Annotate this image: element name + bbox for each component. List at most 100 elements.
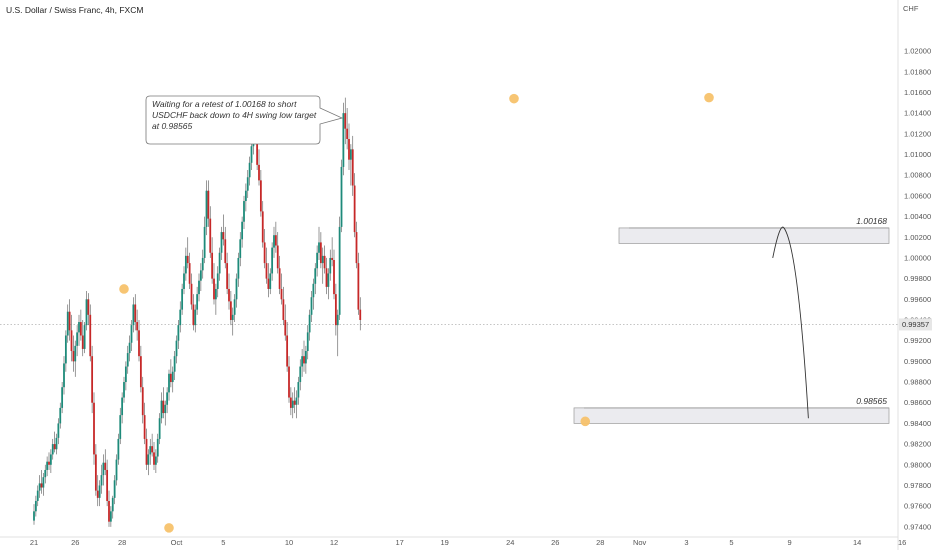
candle-bear: [91, 356, 94, 403]
candle-bull: [109, 511, 112, 522]
candle-bull: [63, 363, 65, 388]
candle-bear: [319, 242, 322, 264]
candle-bull: [33, 511, 35, 521]
candle-bull: [203, 226, 206, 258]
candle-bull: [59, 407, 62, 424]
candle-bull: [243, 201, 245, 222]
candle-bear: [265, 263, 268, 279]
candle-bull: [297, 382, 300, 398]
x-tick-label: 14: [853, 538, 861, 547]
candle-bull: [102, 462, 105, 476]
candle-bear: [286, 335, 289, 367]
x-tick-label: 5: [221, 538, 225, 547]
candle-bear: [258, 164, 260, 181]
candle-bull: [55, 437, 58, 450]
candle-bear: [143, 415, 146, 439]
candle-bull: [220, 232, 223, 253]
candle-bear: [211, 252, 214, 279]
candle-bear: [186, 255, 189, 264]
candle-bull: [273, 235, 275, 248]
candle-bull: [291, 400, 294, 408]
candle-bear: [263, 242, 266, 264]
y-tick-label: 1.01200: [904, 129, 931, 138]
zone-target: [573, 407, 890, 424]
candle-bull: [349, 149, 352, 160]
candle-bear: [228, 288, 230, 302]
candle-bear: [259, 180, 262, 212]
candle-bear: [81, 335, 84, 349]
y-tick-label: 0.99800: [904, 274, 931, 283]
last-price-box: [899, 318, 932, 331]
candle-bull: [57, 423, 60, 438]
candle-bear: [359, 309, 362, 320]
candle-bear: [267, 278, 270, 289]
x-tick-label: 28: [118, 538, 126, 547]
candle-bull: [64, 335, 67, 364]
candle-bull: [198, 280, 200, 295]
candle-bull: [312, 283, 315, 298]
annotation-line: Waiting for a retest of 1.00168 to short: [152, 99, 297, 109]
y-tick-label: 1.01400: [904, 109, 931, 118]
chart-title: U.S. Dollar / Swiss Franc, 4h, FXCM: [6, 5, 143, 15]
x-tick-label: 28: [596, 538, 604, 547]
x-tick-label: 17: [395, 538, 403, 547]
candle-bull: [321, 255, 324, 264]
candle-bull: [299, 366, 302, 383]
projection-curve: [772, 226, 809, 419]
candle-bear: [274, 235, 277, 246]
candle-bear: [104, 462, 107, 470]
candle-bear: [145, 438, 148, 465]
candle-bull: [329, 257, 332, 274]
y-tick-label: 0.99600: [904, 295, 931, 304]
x-tick-label: 19: [440, 538, 448, 547]
candle-bull: [78, 322, 80, 333]
candle-bear: [284, 319, 287, 336]
candle-bear: [136, 322, 139, 331]
candle-bear: [229, 301, 232, 320]
candle-bear: [96, 490, 99, 498]
candle-bear: [276, 245, 279, 269]
x-tick-label: 26: [551, 538, 559, 547]
candle-bear: [68, 311, 71, 331]
candle-bull: [49, 454, 52, 465]
candle-bear: [213, 278, 215, 300]
candle-bull: [46, 461, 49, 470]
candle-bull: [123, 382, 125, 398]
candle-bull: [132, 304, 135, 326]
candle-bear: [190, 283, 193, 305]
candle-bull: [130, 325, 133, 343]
candle-bull: [183, 273, 185, 289]
candle-bear: [325, 268, 328, 287]
zone-resistance: [618, 227, 890, 244]
last-price-label: 0.99357: [902, 320, 929, 329]
zone-target-label: 0.98565: [856, 396, 887, 406]
swing-point-marker: [164, 523, 174, 533]
candle-bull: [241, 221, 244, 240]
candle-bull: [308, 314, 311, 333]
candle-bull: [117, 438, 120, 460]
candle-bear: [93, 402, 95, 455]
y-tick-label: 0.98200: [904, 440, 931, 449]
y-tick-label: 1.00400: [904, 212, 931, 221]
y-tick-label: 0.97400: [904, 522, 931, 531]
candle-bull: [38, 483, 41, 491]
y-tick-label: 0.98400: [904, 419, 931, 428]
candle-bear: [89, 314, 92, 357]
x-tick-label: Oct: [171, 538, 184, 547]
candle-bull: [173, 356, 176, 372]
candle-bull: [179, 309, 182, 326]
candle-bull: [271, 247, 274, 274]
candle-bull: [214, 288, 217, 300]
candle-bull: [36, 490, 39, 501]
candle-bull: [248, 162, 251, 178]
candle-bear: [70, 330, 73, 352]
candle-bull: [149, 446, 152, 455]
candle-bear: [346, 128, 349, 140]
candle-bull: [233, 299, 236, 315]
candle-bear: [344, 113, 347, 129]
candle-bear: [72, 351, 75, 362]
zones: 1.00168 0.98565: [573, 216, 890, 424]
